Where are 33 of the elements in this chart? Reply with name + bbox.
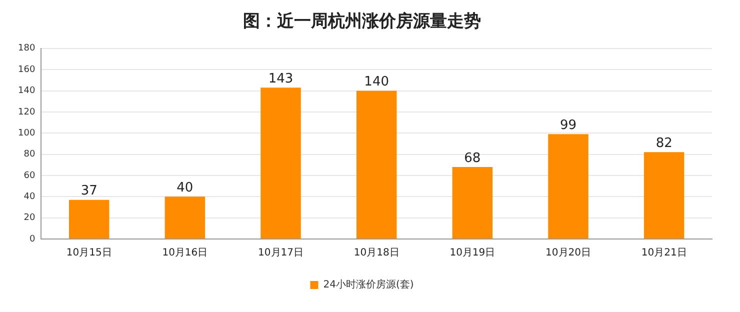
y-tick-label: 40 — [24, 192, 36, 202]
chart-title: 图：近一周杭州涨价房源量走势 — [243, 12, 481, 32]
x-tick-label: 10月16日 — [162, 248, 208, 259]
bar — [356, 90, 397, 238]
data-label: 82 — [656, 136, 672, 152]
data-label: 68 — [464, 150, 481, 166]
y-tick-label: 0 — [29, 234, 36, 244]
bar — [260, 88, 301, 238]
y-tick-label: 180 — [18, 44, 36, 54]
bar — [548, 134, 588, 238]
y-tick-label: 60 — [24, 170, 36, 181]
x-tick-label: 10月15日 — [66, 248, 112, 259]
x-tick-label: 10月17日 — [258, 248, 304, 259]
data-label: 40 — [176, 180, 194, 196]
x-tick-label: 10月21日 — [641, 248, 687, 259]
bar — [644, 152, 684, 238]
y-tick-label: 160 — [18, 64, 36, 75]
y-tick-label: 120 — [18, 107, 36, 118]
x-tick-label: 10月18日 — [354, 248, 400, 259]
y-tick-label: 100 — [18, 128, 36, 138]
y-tick-label: 80 — [24, 150, 36, 160]
y-tick-label: 140 — [18, 86, 36, 96]
legend-label: 24小时涨价房源(套) — [323, 278, 414, 291]
bar — [452, 166, 493, 238]
x-tick-label: 10月20日 — [546, 248, 591, 259]
y-tick-label: 20 — [24, 213, 36, 224]
data-label: 140 — [364, 74, 390, 90]
bar — [164, 196, 206, 238]
data-label: 37 — [80, 184, 98, 199]
x-tick-label: 10月19日 — [450, 248, 496, 259]
data-label: 143 — [268, 71, 294, 86]
data-label: 99 — [560, 118, 577, 134]
bar — [68, 200, 110, 238]
